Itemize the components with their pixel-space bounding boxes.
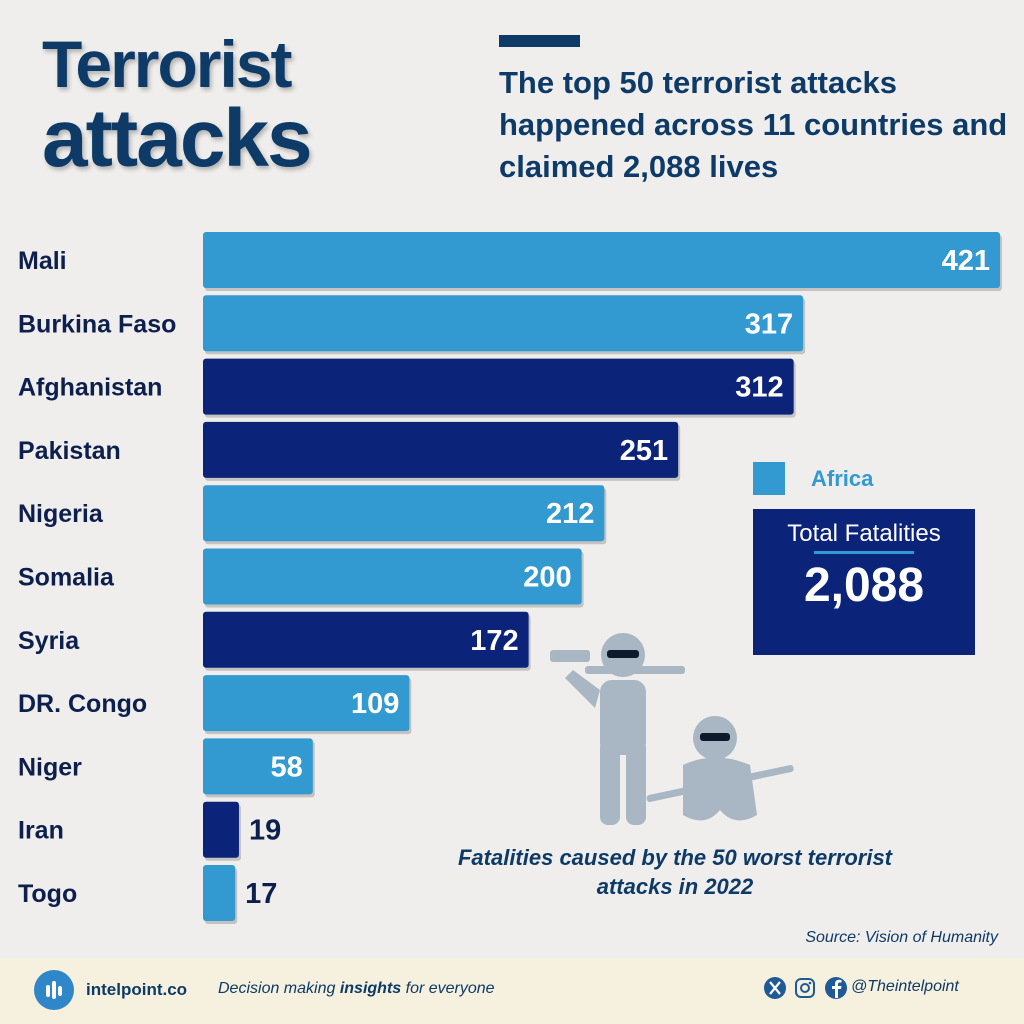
category-label: Iran (18, 817, 64, 845)
value-label: 58 (271, 751, 303, 783)
value-label: 312 (735, 372, 783, 404)
page-title: Terrorist attacks (42, 27, 313, 184)
militant-figures-icon (550, 633, 794, 825)
category-label: Burkina Faso (18, 310, 176, 338)
total-fatalities-label: Total Fatalities (787, 520, 941, 547)
value-label: 212 (546, 498, 594, 530)
category-label: Pakistan (18, 437, 121, 465)
facebook-icon[interactable] (825, 977, 847, 999)
bar-burkina-faso (203, 295, 804, 352)
legend-swatch-africa (753, 462, 785, 495)
bar-pakistan (203, 421, 679, 478)
tagline-pre: Decision making (218, 980, 340, 997)
chart-caption: Fatalities caused by the 50 worst terror… (457, 845, 893, 899)
total-fatalities-box: Total Fatalities 2,088 (753, 509, 975, 655)
category-label: Nigeria (18, 500, 104, 528)
bar-togo (203, 865, 236, 921)
value-label: 19 (249, 815, 281, 847)
footer: intelpoint.co Decision making insights f… (0, 958, 1024, 1024)
instagram-icon[interactable] (795, 978, 815, 998)
legend-label-africa: Africa (811, 466, 874, 491)
value-label: 317 (745, 308, 793, 340)
total-fatalities-value: 2,088 (803, 559, 925, 612)
bar-chart-logo-icon[interactable] (34, 970, 74, 1010)
bar-somalia (203, 548, 582, 605)
social-handle[interactable]: @Theintelpoint (851, 978, 959, 995)
category-label: Afghanistan (18, 374, 162, 402)
total-divider (814, 551, 914, 554)
category-label: Syria (18, 627, 80, 655)
source-note: Source: Vision of Humanity (805, 929, 998, 946)
bar-dr-congo (203, 675, 410, 732)
bar-afghanistan (203, 358, 794, 415)
brand-link[interactable]: intelpoint.co (86, 980, 188, 999)
value-label: 109 (351, 688, 399, 720)
tagline-bold: insights (339, 980, 402, 997)
category-label: Somalia (18, 564, 115, 592)
subtitle: The top 50 terrorist attacks happened ac… (499, 65, 1008, 184)
bar-mali (203, 232, 1000, 288)
category-label: Mali (18, 247, 67, 275)
bar-chart: Mali 421 Burkina Faso 317 Afghanistan 312 Paki… (18, 232, 1002, 924)
category-label: DR. Congo (18, 690, 147, 718)
bar-syria (203, 611, 529, 668)
value-label: 251 (620, 435, 668, 467)
category-label: Niger (18, 753, 82, 781)
value-label: 421 (942, 245, 990, 277)
bar-niger (203, 738, 313, 795)
tagline: Decision making insights for everyone (218, 980, 495, 998)
title-line-1: Terrorist (42, 27, 293, 101)
bar-nigeria (203, 485, 605, 542)
tagline-post: for everyone (401, 980, 495, 997)
title-line-2: attacks (42, 93, 313, 184)
category-label: Togo (18, 880, 77, 908)
bar-iran (203, 801, 239, 858)
value-label: 172 (470, 625, 518, 657)
subtitle-accent-bar (499, 35, 580, 47)
social-icons (764, 977, 847, 999)
x-icon[interactable] (764, 977, 786, 999)
value-label: 17 (245, 878, 277, 910)
value-label: 200 (523, 562, 571, 594)
